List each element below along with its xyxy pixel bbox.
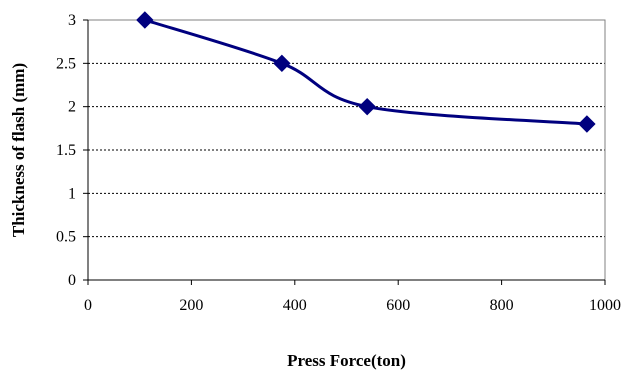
- series-line: [144, 18, 588, 126]
- x-tick-label-1000: 1000: [589, 297, 621, 314]
- y-tick-label-0.5: 0.5: [56, 229, 76, 246]
- data-point-2: [358, 97, 376, 116]
- x-tick-labels: 0 200 400 600 800 1000: [84, 297, 621, 314]
- y-tick-label-3: 3: [68, 12, 76, 29]
- x-tick-label-600: 600: [386, 297, 410, 314]
- y-tick-label-0: 0: [68, 272, 76, 289]
- data-point-0: [136, 11, 154, 29]
- data-points: [136, 11, 596, 133]
- axes: [83, 19, 606, 285]
- data-point-3: [578, 115, 596, 133]
- y-tick-label-2.5: 2.5: [56, 55, 76, 72]
- x-tick-label-200: 200: [179, 297, 203, 314]
- y-tick-label-2: 2: [68, 99, 76, 116]
- y-tick-label-1.5: 1.5: [56, 142, 76, 159]
- gridlines: [88, 62, 605, 238]
- x-tick-label-0: 0: [84, 297, 92, 314]
- x-tick-label-800: 800: [490, 297, 514, 314]
- x-tick-label-400: 400: [283, 297, 307, 314]
- data-point-1: [273, 54, 291, 73]
- y-tick-labels: 0 0.5 1 1.5 2 2.5 3: [56, 12, 76, 289]
- y-axis-title: Thickness of flash (mm): [9, 63, 28, 237]
- x-axis-title: Press Force(ton): [287, 351, 406, 370]
- y-tick-label-1: 1: [68, 185, 76, 202]
